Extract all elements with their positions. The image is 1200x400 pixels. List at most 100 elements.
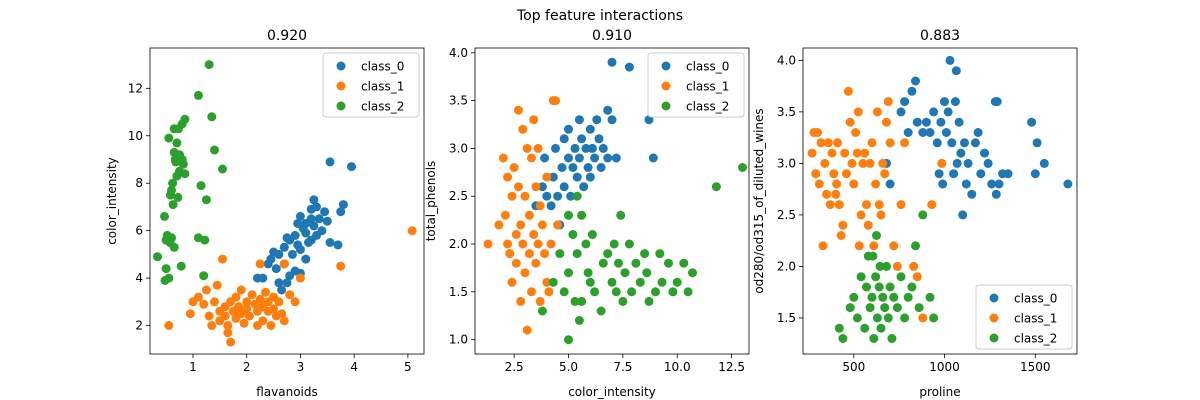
point-class-0 — [568, 163, 578, 172]
point-class-0 — [607, 57, 617, 67]
point-class-1 — [193, 292, 203, 302]
point-class-2 — [655, 249, 665, 259]
y-tick-label: 4 — [135, 271, 143, 285]
point-class-1 — [845, 117, 855, 127]
point-class-1 — [871, 179, 881, 189]
point-class-1 — [863, 220, 873, 230]
point-class-2 — [651, 287, 660, 297]
y-tick-label: 1.5 — [449, 285, 468, 299]
x-tick-label: 1000 — [929, 360, 960, 374]
point-class-0 — [983, 158, 993, 168]
point-class-0 — [322, 216, 332, 226]
point-class-2 — [548, 277, 558, 287]
point-class-0 — [542, 191, 552, 201]
x-axis-label: color_intensity — [568, 385, 656, 399]
point-class-1 — [261, 287, 270, 297]
point-class-1 — [529, 115, 539, 125]
point-class-2 — [876, 323, 886, 333]
point-class-2 — [878, 292, 888, 302]
legend-marker-class-1 — [989, 313, 999, 323]
point-class-2 — [892, 303, 902, 313]
legend-label: class_0 — [361, 60, 404, 74]
point-class-2 — [925, 292, 935, 302]
point-class-1 — [829, 169, 839, 179]
legend-label: class_2 — [686, 100, 729, 114]
point-class-2 — [167, 185, 176, 195]
point-class-0 — [347, 162, 356, 172]
point-class-1 — [542, 277, 552, 287]
y-tick-label: 2.0 — [449, 237, 468, 251]
point-class-2 — [218, 164, 227, 174]
point-class-1 — [518, 239, 528, 249]
y-tick-label: 3.0 — [777, 156, 796, 170]
point-class-2 — [559, 287, 569, 297]
point-class-1 — [511, 230, 521, 239]
point-class-1 — [840, 148, 850, 158]
point-class-0 — [564, 153, 573, 163]
point-class-2 — [577, 210, 587, 220]
point-class-0 — [950, 97, 960, 107]
legend-label: class_1 — [361, 80, 404, 94]
y-axis-label: total_phenols — [424, 161, 438, 242]
point-class-0 — [274, 249, 284, 259]
legend-marker-class-1 — [661, 81, 671, 91]
point-class-1 — [527, 153, 536, 163]
point-class-0 — [992, 97, 1002, 107]
point-class-1 — [854, 241, 864, 251]
point-class-2 — [679, 258, 689, 268]
legend-marker-class-2 — [336, 101, 346, 111]
point-class-1 — [896, 200, 906, 210]
point-class-1 — [918, 313, 928, 323]
point-class-1 — [858, 158, 868, 168]
point-class-1 — [822, 189, 832, 199]
point-class-1 — [825, 200, 835, 210]
x-tick-label: 4 — [350, 360, 358, 374]
point-class-0 — [973, 128, 983, 137]
point-class-1 — [853, 107, 863, 117]
point-class-2 — [642, 268, 652, 278]
point-class-2 — [644, 296, 654, 306]
point-class-1 — [535, 201, 545, 211]
point-class-0 — [987, 179, 997, 189]
point-class-1 — [832, 179, 842, 189]
point-class-0 — [921, 117, 931, 127]
point-class-1 — [522, 325, 532, 335]
point-class-1 — [937, 158, 947, 168]
point-class-2 — [900, 313, 910, 323]
point-class-1 — [860, 148, 870, 158]
legend-label: class_2 — [1014, 332, 1057, 346]
point-class-1 — [831, 189, 841, 199]
point-class-1 — [527, 287, 536, 297]
point-class-2 — [903, 292, 913, 302]
point-class-2 — [868, 251, 878, 261]
point-class-1 — [852, 148, 862, 158]
point-class-1 — [234, 302, 244, 312]
x-tick-label: 2.5 — [505, 360, 524, 374]
y-tick-label: 8 — [135, 176, 143, 190]
x-tick-label: 2 — [243, 360, 251, 374]
point-class-1 — [927, 200, 937, 210]
y-tick-label: 3.5 — [777, 105, 796, 119]
point-class-2 — [564, 268, 573, 278]
point-class-2 — [852, 313, 862, 323]
point-class-2 — [611, 287, 621, 297]
point-class-1 — [843, 86, 853, 96]
point-class-1 — [867, 138, 877, 148]
point-class-2 — [193, 90, 203, 100]
point-class-1 — [540, 249, 550, 259]
point-class-0 — [325, 157, 335, 167]
point-class-0 — [598, 143, 608, 153]
point-class-1 — [407, 226, 417, 236]
figure-suptitle: Top feature interactions — [516, 8, 683, 24]
point-class-1 — [834, 200, 844, 210]
point-class-2 — [572, 191, 582, 201]
point-class-1 — [889, 241, 899, 251]
point-class-1 — [518, 124, 528, 134]
point-class-1 — [529, 230, 539, 239]
point-class-0 — [546, 201, 556, 211]
point-class-0 — [282, 278, 292, 288]
point-class-1 — [847, 158, 857, 168]
point-class-2 — [603, 249, 613, 259]
point-class-2 — [624, 239, 634, 249]
